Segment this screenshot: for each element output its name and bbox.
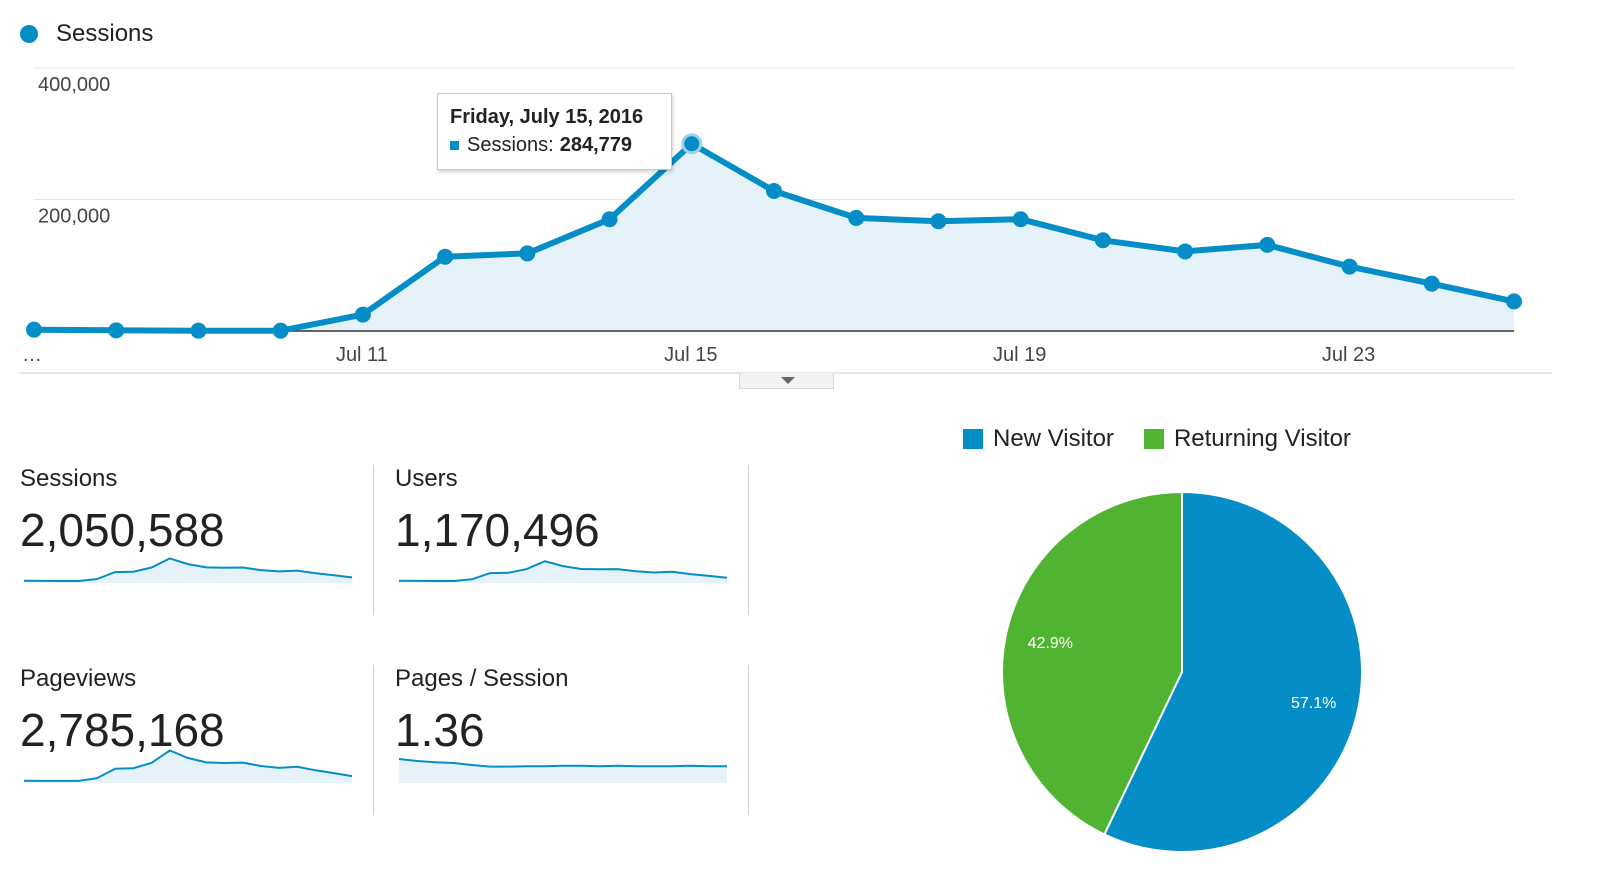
metric-label: Pageviews	[20, 665, 137, 692]
tooltip-swatch-icon	[450, 141, 459, 150]
sparkline-line	[23, 557, 353, 582]
metric-pages-per-session: Pages / Session 1.36	[395, 665, 747, 815]
metric-value: 1,170,496	[395, 504, 600, 556]
data-point	[930, 213, 947, 230]
x-tick-label: Jul 11	[336, 344, 388, 366]
metric-users: Users 1,170,496	[395, 465, 747, 615]
metric-sparkline	[23, 749, 353, 783]
tooltip-value: 284,779	[559, 134, 633, 156]
metric-divider	[748, 665, 749, 815]
data-point	[1094, 232, 1111, 249]
sparkline-area	[24, 750, 352, 783]
tooltip-date: Friday, July 15, 2016	[450, 106, 644, 128]
pie-slice-label: 57.1%	[1291, 695, 1336, 712]
x-tick-label: Jul 19	[993, 344, 1046, 366]
metric-sparkline	[398, 560, 728, 583]
metric-value: 2,785,168	[20, 704, 225, 756]
sparkline-line	[398, 758, 727, 768]
sparkline-area	[399, 759, 727, 783]
sessions-area	[34, 143, 1514, 331]
metric-sparkline	[23, 557, 353, 583]
metric-pageviews: Pageviews 2,785,168	[20, 665, 372, 815]
metric-sparkline	[398, 758, 727, 783]
tooltip-series-label: Sessions:	[467, 134, 554, 156]
data-point	[1259, 236, 1276, 253]
data-point	[1012, 211, 1029, 228]
chart-legend: Sessions	[20, 20, 153, 48]
data-point	[681, 133, 703, 155]
data-point	[1506, 293, 1522, 310]
pie-legend-label: Returning Visitor	[1173, 425, 1351, 452]
sparkline-area	[399, 561, 727, 583]
sessions-legend-label: Sessions	[56, 20, 154, 47]
pie-legend-item: Returning Visitor	[1143, 425, 1351, 453]
data-point	[26, 321, 42, 338]
metric-divider	[373, 665, 374, 815]
data-point	[1177, 243, 1194, 260]
pie-legend-label: New Visitor	[993, 425, 1114, 452]
pie-legend: New Visitor Returning Visitor	[963, 425, 1351, 453]
data-point	[1341, 258, 1358, 275]
sessions-legend-dot	[20, 25, 38, 43]
data-point	[354, 306, 371, 323]
data-point	[601, 211, 618, 228]
data-point	[437, 248, 454, 265]
x-tick-label: Jul 15	[664, 344, 717, 366]
sparkline-line	[23, 749, 353, 782]
y-tick-label: 400,000	[38, 74, 110, 96]
x-tick-label: …	[22, 344, 42, 366]
y-tick-label: 200,000	[38, 206, 110, 228]
pie-slice-new-visitor	[1103, 490, 1363, 853]
tooltip-row: Sessions: 284,779	[450, 134, 671, 157]
metric-label: Sessions	[20, 465, 118, 492]
data-point	[108, 322, 125, 339]
collapse-chart-toggle[interactable]	[739, 373, 834, 389]
metric-sessions: Sessions 2,050,588	[20, 465, 372, 615]
new-visitor-swatch-icon	[963, 429, 983, 449]
visitor-pie-chart: 57.1% 42.9%	[1001, 490, 1363, 853]
metric-value: 1.36	[395, 704, 485, 756]
data-point	[272, 322, 289, 339]
metric-divider	[373, 465, 374, 615]
pie-slice-returning-visitor	[1001, 490, 1183, 836]
data-point	[190, 322, 207, 339]
data-point	[766, 182, 782, 199]
data-point	[848, 209, 865, 226]
sparkline-area	[24, 558, 352, 583]
chart-tooltip: Friday, July 15, 2016 Sessions: 284,779	[437, 93, 672, 170]
pie-slice-label: 42.9%	[1028, 635, 1073, 652]
metric-value: 2,050,588	[20, 504, 225, 556]
metric-label: Users	[395, 465, 458, 492]
data-point	[519, 245, 536, 262]
pie-legend-item: New Visitor	[963, 425, 1114, 453]
x-tick-label: Jul 23	[1322, 344, 1375, 366]
data-point	[1423, 275, 1440, 292]
metric-label: Pages / Session	[395, 665, 569, 692]
sparkline-line	[398, 560, 728, 582]
chevron-down-icon	[781, 377, 795, 384]
sessions-line-chart: 400,000 200,000 … Jul 11 Jul 15 Jul 19 Jul 23	[20, 67, 1552, 374]
returning-visitor-swatch-icon	[1143, 429, 1164, 449]
metric-divider	[748, 465, 749, 615]
